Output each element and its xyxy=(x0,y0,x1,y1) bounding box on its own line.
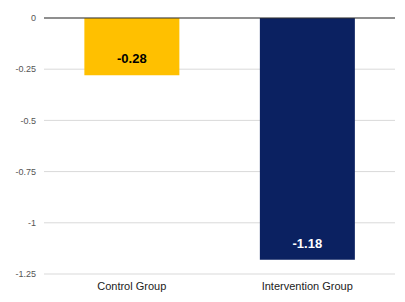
svg-text:-0.28: -0.28 xyxy=(117,51,147,66)
svg-text:Intervention Group: Intervention Group xyxy=(262,280,353,292)
svg-text:-1.18: -1.18 xyxy=(293,236,323,251)
svg-text:-0.25: -0.25 xyxy=(15,64,36,74)
svg-text:-0.5: -0.5 xyxy=(20,116,36,126)
svg-text:0: 0 xyxy=(31,13,36,23)
svg-text:Control Group: Control Group xyxy=(97,280,166,292)
svg-text:-0.75: -0.75 xyxy=(15,167,36,177)
svg-text:-1.25: -1.25 xyxy=(15,269,36,279)
svg-text:-1: -1 xyxy=(28,218,36,228)
